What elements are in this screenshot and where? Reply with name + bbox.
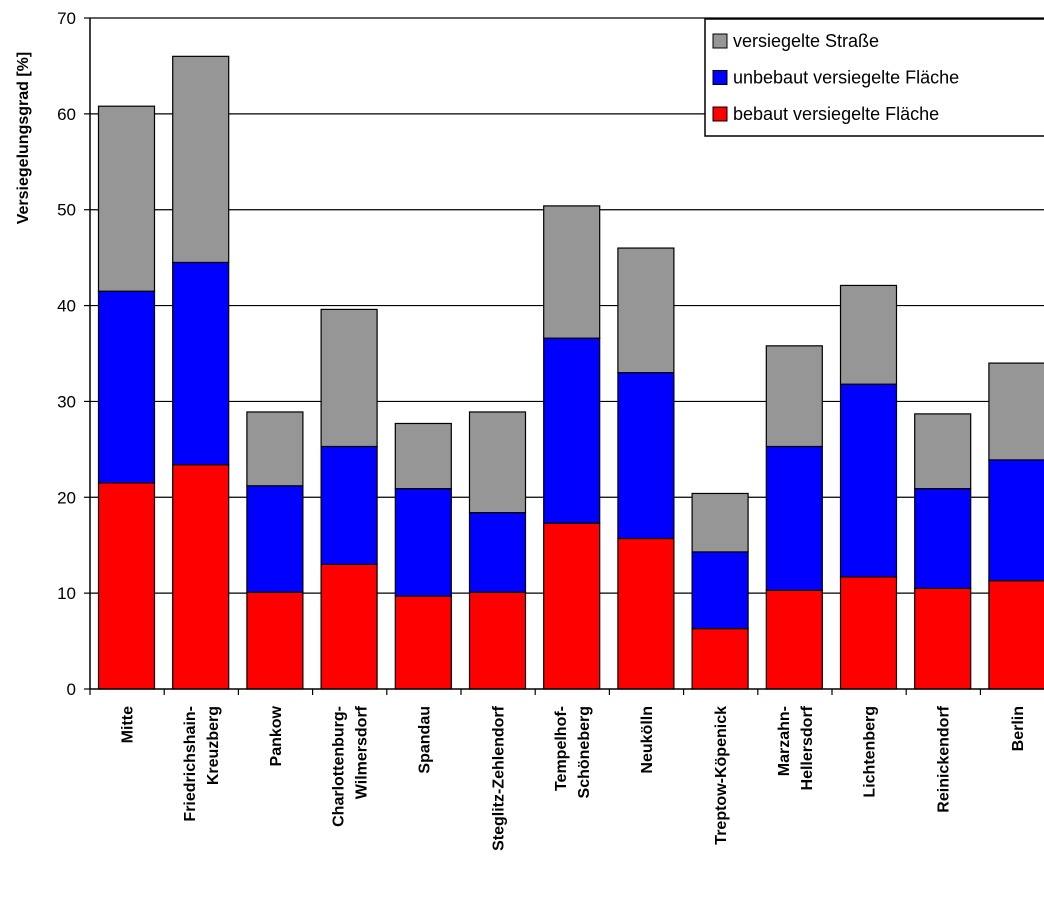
bar-segment	[988, 459, 1044, 582]
category-label-line: Steglitz-Zehlendorf	[491, 705, 508, 851]
category-label: Lichtenberg	[862, 706, 879, 798]
bar-segment	[839, 284, 898, 385]
legend-label: versiegelte Straße	[733, 31, 879, 51]
y-axis-label: Versiegelungsgrad [%]	[15, 52, 32, 225]
bar-segment	[839, 383, 898, 578]
category-label-line: Treptow-Köpenick	[713, 706, 730, 845]
category-label-line: Friedrichshain-	[182, 706, 199, 822]
category-label: Tempelhof- Schöneberg	[553, 706, 593, 798]
bar-segment	[468, 411, 527, 514]
category-label-line: Charlottenburg-	[331, 706, 348, 827]
bar-segment	[246, 411, 304, 487]
category-label: Friedrichshain- Kreuzberg	[182, 706, 222, 822]
bar-segment	[765, 589, 823, 690]
category-label: Reinickendorf	[936, 705, 953, 812]
y-tick-label: 40	[57, 297, 76, 316]
bar-segment	[914, 413, 972, 490]
bars	[97, 55, 1044, 690]
category-label: Treptow-Köpenick	[713, 706, 730, 845]
bar-segment	[246, 485, 304, 593]
category-label: Marzahn- Hellersdorf	[776, 705, 816, 790]
category-label-line: Pankow	[268, 705, 285, 766]
bar-segment	[543, 205, 601, 339]
y-tick-label: 70	[57, 9, 76, 28]
bar-segment	[765, 445, 823, 591]
bar-segment	[394, 595, 452, 690]
x-category-labels: Mitte Friedrichshain- Kreuzberg Pankow Charl…	[120, 705, 1027, 851]
bar-segment	[988, 580, 1044, 690]
bar-segment	[543, 522, 601, 690]
bar-segment	[172, 261, 230, 466]
bar-segment	[394, 488, 452, 597]
y-tick-label: 20	[57, 488, 76, 507]
category-label-line: Lichtenberg	[862, 706, 879, 798]
y-tick-label: 30	[57, 392, 76, 411]
y-tick-labels: 0 10 20 30 40 50 60 70	[57, 9, 76, 699]
bar-segment	[617, 537, 675, 690]
legend-box	[704, 18, 1044, 137]
bar-segment	[765, 345, 823, 448]
legend-swatch	[712, 70, 728, 85]
bar-segment	[97, 105, 156, 292]
category-label: Pankow	[268, 705, 285, 766]
bar-segment	[691, 492, 749, 553]
axes	[84, 17, 1044, 695]
category-label-line: Spandau	[416, 706, 433, 774]
category-label-line: Wilmersdorf	[354, 705, 371, 799]
category-label: Charlottenburg- Wilmersdorf	[331, 705, 371, 827]
category-label-line: Neukölln	[639, 706, 656, 774]
category-label-line: Schöneberg	[576, 706, 593, 798]
bar-segment	[320, 308, 378, 448]
bar-segment	[617, 247, 675, 374]
bar-segment	[914, 488, 972, 589]
category-label-line: Marzahn-	[776, 706, 793, 776]
category-label-line: Kreuzberg	[205, 706, 222, 785]
category-label-line: Hellersdorf	[799, 705, 816, 790]
y-tick-label: 60	[57, 105, 76, 124]
bar-segment	[172, 55, 230, 264]
category-label-line: Mitte	[120, 706, 137, 743]
bar-segment	[543, 337, 601, 524]
bar-segment	[172, 464, 230, 690]
legend-label: unbebaut versiegelte Fläche	[733, 68, 959, 88]
bar-segment	[691, 628, 749, 690]
bar-segment	[246, 591, 304, 690]
bar-segment	[468, 512, 527, 593]
bar-segment	[839, 576, 898, 690]
legend: versiegelte Straße unbebaut versiegelte F…	[704, 18, 1044, 137]
category-label: Mitte	[120, 706, 137, 743]
bar-segment	[617, 372, 675, 540]
category-label-line: Berlin	[1010, 706, 1027, 751]
category-label-line: Tempelhof-	[553, 706, 570, 791]
legend-swatch	[712, 33, 728, 49]
bar-segment	[914, 587, 972, 690]
bar-segment	[320, 563, 378, 690]
bar-segment	[691, 551, 749, 630]
category-label: Berlin	[1010, 706, 1027, 751]
y-tick-label: 50	[57, 201, 76, 220]
category-label: Steglitz-Zehlendorf	[491, 705, 508, 851]
y-tick-label: 0	[67, 680, 76, 699]
bar-segment	[468, 591, 527, 690]
bar-segment	[320, 445, 378, 565]
bar-segment	[97, 482, 156, 690]
bar-segment	[988, 362, 1044, 461]
legend-label: bebaut versiegelte Fläche	[733, 104, 939, 124]
bar-segment	[394, 422, 452, 490]
category-label: Neukölln	[639, 706, 656, 774]
category-label-line: Reinickendorf	[936, 705, 953, 812]
y-tick-label: 10	[57, 584, 76, 603]
category-label: Spandau	[416, 706, 433, 774]
legend-swatch	[712, 106, 728, 122]
bar-segment	[97, 290, 156, 484]
